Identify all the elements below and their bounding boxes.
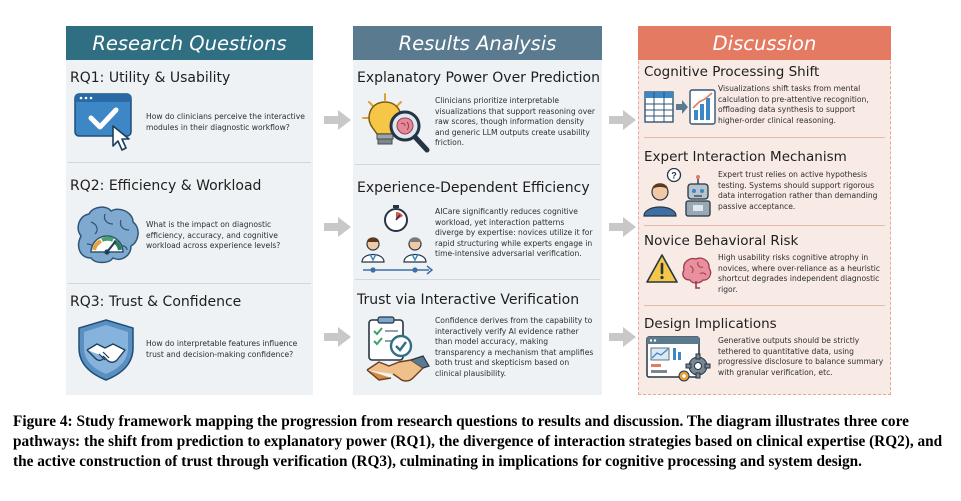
rq2-text: What is the impact on diagnostic efficie…	[146, 220, 281, 251]
section-divider	[644, 137, 885, 138]
rq3-text: How do interpretable features influence …	[146, 339, 298, 359]
discussion1-title: Cognitive Processing Shift	[644, 64, 820, 80]
discussion3-title: Novice Behavioral Risk	[644, 233, 799, 249]
research-questions-header: Research Questions	[66, 26, 313, 60]
discussion2-title: Expert Interaction Mechanism	[644, 149, 847, 165]
rq1-title: RQ1: Utility & Usability	[70, 70, 231, 86]
flow-arrow	[324, 110, 351, 130]
flow-arrow	[324, 217, 351, 237]
discussion1-text: Visualizations shift tasks from mental c…	[718, 84, 869, 125]
result1-title: Explanatory Power Over Prediction	[357, 70, 600, 86]
lightbulb-magnifier-icon	[362, 93, 430, 153]
svg-text:?: ?	[671, 171, 677, 181]
result3-text: Confidence derives from the capability t…	[435, 316, 594, 378]
warning-brain-icon	[646, 254, 712, 289]
table-to-chart-icon	[644, 89, 716, 125]
results-analysis-panel: Results Analysis Explanatory Power Over …	[353, 26, 602, 395]
flow-arrow	[324, 327, 351, 347]
checkbox-cursor-icon	[74, 93, 132, 151]
section-divider	[355, 164, 600, 165]
result2-title: Experience-Dependent Efficiency	[357, 180, 590, 196]
flow-arrow	[609, 327, 636, 347]
discussion-header: Discussion	[638, 26, 891, 60]
brain-gauge-icon	[77, 206, 139, 264]
result2-text: AICare significantly reduces cognitive w…	[435, 207, 593, 259]
discussion-panel: Discussion Cognitive Processing Shift Vi…	[638, 26, 891, 395]
discussion4-title: Design Implications	[644, 316, 777, 332]
figure-caption: Figure 4: Study framework mapping the pr…	[13, 413, 943, 471]
rq2-title: RQ2: Efficiency & Workload	[70, 178, 262, 194]
section-divider	[68, 283, 311, 284]
panel-background	[638, 26, 891, 395]
discussion4-text: Generative outputs should be strictly te…	[718, 336, 884, 377]
rq1-text: How do clinicians perceive the interacti…	[146, 112, 305, 132]
checklist-handshake-icon	[366, 316, 430, 382]
rq3-title: RQ3: Trust & Confidence	[70, 294, 242, 310]
result3-title: Trust via Interactive Verification	[357, 292, 580, 308]
shield-handshake-icon	[78, 319, 134, 381]
results-analysis-header: Results Analysis	[353, 26, 602, 60]
flow-arrow	[609, 217, 636, 237]
research-questions-panel: Research Questions RQ1: Utility & Usabil…	[66, 26, 313, 395]
section-divider	[68, 162, 311, 163]
section-divider	[644, 225, 885, 226]
discussion3-text: High usability risks cognitive atrophy i…	[718, 253, 881, 294]
flow-arrow	[609, 110, 636, 130]
dashboard-gears-icon	[646, 336, 711, 382]
section-divider	[355, 279, 600, 280]
section-divider	[644, 305, 885, 306]
person-robot-icon: ?	[643, 168, 711, 217]
result1-text: Clinicians prioritize interpretable visu…	[435, 96, 595, 148]
doctors-stopwatch-icon	[361, 205, 433, 275]
discussion2-text: Expert trust relies on active hypothesis…	[718, 170, 878, 211]
